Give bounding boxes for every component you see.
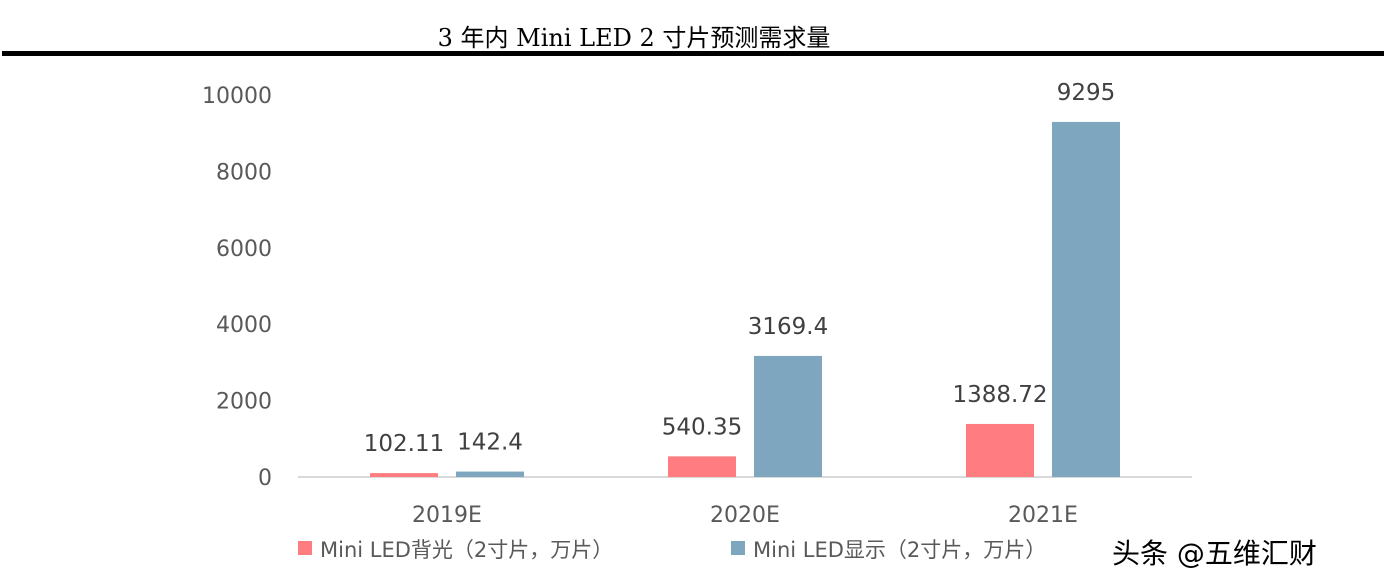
y-tick-label: 8000 (216, 160, 272, 185)
y-tick-label: 0 (258, 466, 272, 491)
x-tick-label: 2019E (412, 503, 482, 528)
x-tick-label: 2020E (710, 503, 780, 528)
data-label: 142.4 (457, 430, 523, 456)
bar-backlight (370, 473, 438, 477)
data-label: 9295 (1057, 80, 1116, 106)
legend-swatch (298, 541, 312, 555)
bar-display (754, 355, 822, 477)
y-tick-label: 6000 (216, 237, 272, 262)
bar-backlight (668, 456, 736, 477)
bar-backlight (966, 423, 1034, 477)
y-tick-label: 10000 (202, 84, 272, 109)
data-label: 1388.72 (952, 382, 1047, 408)
data-label: 3169.4 (748, 314, 828, 340)
x-tick-label: 2021E (1008, 503, 1078, 528)
data-label: 102.11 (364, 431, 444, 457)
y-tick-label: 4000 (216, 313, 272, 338)
y-tick-label: 2000 (216, 390, 272, 415)
legend-label: Mini LED背光（2寸片，万片） (320, 538, 613, 562)
bar-display (456, 471, 524, 477)
chart-title: 3 年内 Mini LED 2 寸片预测需求量 (437, 24, 831, 52)
bar-display (1052, 121, 1120, 477)
legend-swatch (731, 541, 745, 555)
legend-label: Mini LED显示（2寸片，万片） (753, 538, 1046, 562)
title-rule (2, 51, 1384, 56)
data-label: 540.35 (662, 414, 742, 440)
watermark: 头条 @五维汇财 (1112, 537, 1317, 570)
